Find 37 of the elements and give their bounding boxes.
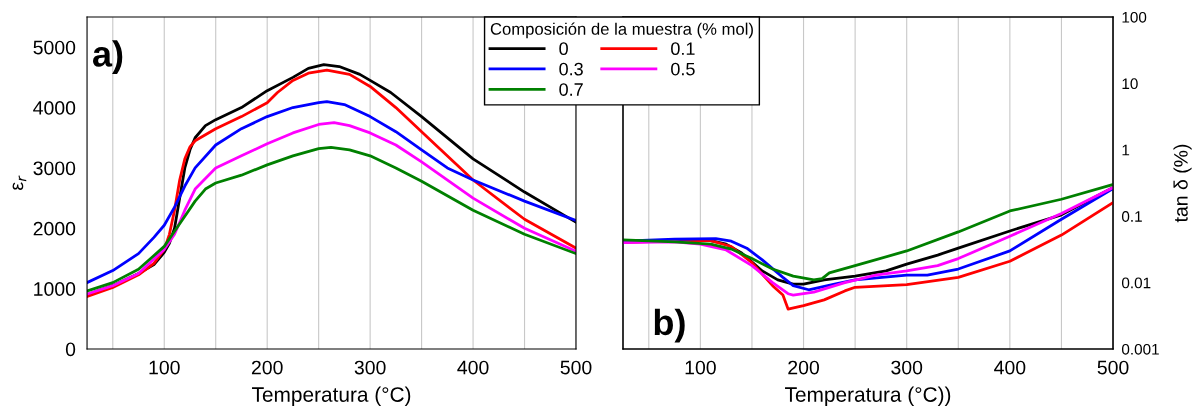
y-tick-label: 0 <box>65 342 76 357</box>
legend-label: 0.7 <box>559 83 583 96</box>
y-tick-label: 5000 <box>33 40 76 55</box>
y2-tick-label: 1 <box>1122 144 1130 156</box>
x-tick-label: 500 <box>560 360 592 375</box>
annotation: b) <box>654 308 685 343</box>
y-axis-title: ε$_{r}$ <box>12 175 27 190</box>
legend-label: 0.1 <box>671 42 695 56</box>
x-tick-label: 200 <box>788 360 819 375</box>
legend-label: 0.5 <box>671 62 695 76</box>
legend-label: 0.3 <box>559 62 583 76</box>
y-tick-label: 2000 <box>33 221 76 236</box>
line-series <box>87 146 576 293</box>
x-axis-title: Temperatura (°C)) <box>785 386 951 407</box>
annotation: a) <box>93 40 123 74</box>
y-tick-label: 3000 <box>33 161 76 176</box>
x-axis-title: Temperatura (°C) <box>252 386 411 407</box>
legend-title: Composición de la muestra (% mol) <box>490 22 753 39</box>
x-tick-label: 100 <box>685 360 716 375</box>
y2-tick-label: 0.01 <box>1121 277 1151 289</box>
y2-tick-label: 100 <box>1122 11 1147 23</box>
x-tick-label: 100 <box>149 360 180 375</box>
x-tick-label: 200 <box>251 360 283 375</box>
y-tick-label: 4000 <box>33 101 76 115</box>
x-tick-label: 500 <box>1097 360 1129 375</box>
x-tick-label: 300 <box>891 360 923 375</box>
line-series <box>87 100 576 285</box>
y2-tick-label: 0.001 <box>1121 343 1159 355</box>
x-tick-label: 400 <box>457 360 489 375</box>
legend-label: 0 <box>559 42 568 56</box>
y2-axis-title: tan δ (%) <box>1173 144 1192 223</box>
line-series <box>87 121 576 296</box>
x-tick-label: 400 <box>994 360 1026 375</box>
y2-tick-label: 10 <box>1122 78 1138 90</box>
x-tick-label: 300 <box>354 360 386 375</box>
y2-tick-label: 0.1 <box>1121 211 1142 222</box>
y-tick-label: 1000 <box>34 282 76 296</box>
